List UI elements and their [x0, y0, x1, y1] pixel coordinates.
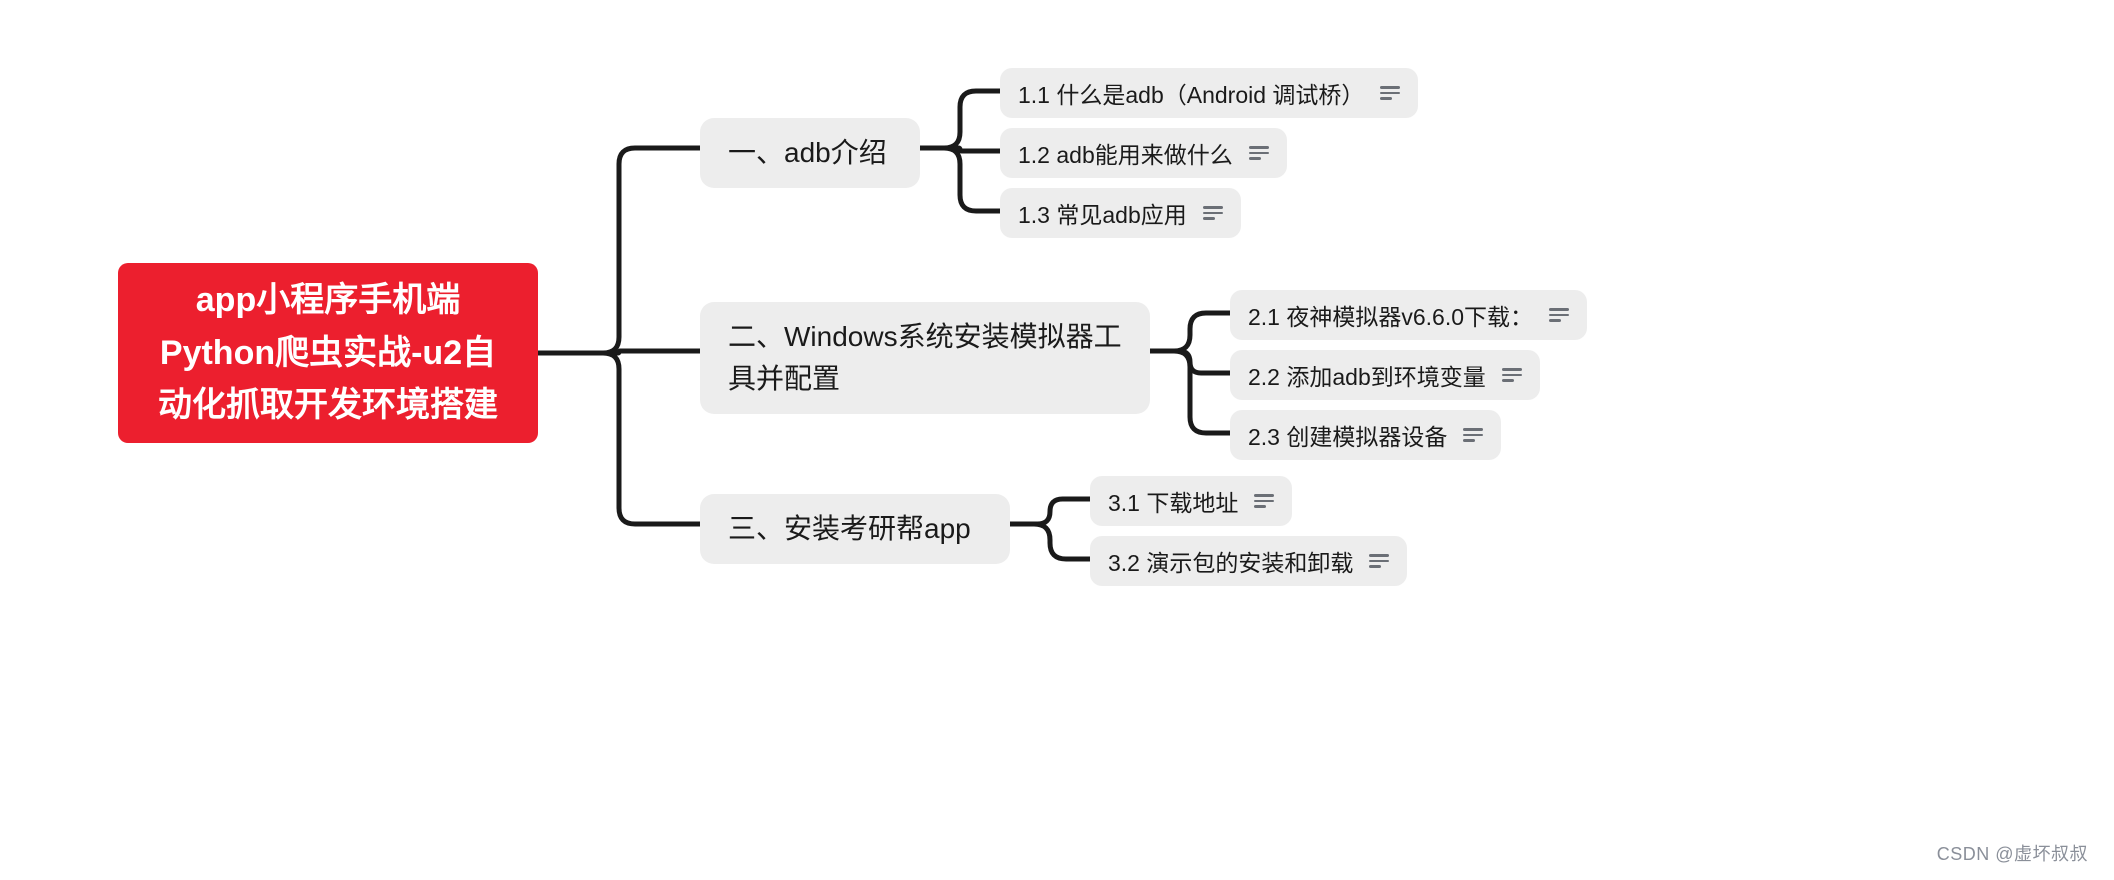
leaf-node[interactable]: 3.1 下载地址	[1090, 476, 1292, 526]
notes-icon	[1549, 308, 1569, 322]
branch-label: 二、Windows系统安装模拟器工 具并配置	[728, 316, 1122, 400]
mindmap-canvas: app小程序手机端 Python爬虫实战-u2自 动化抓取开发环境搭建 CSDN…	[0, 0, 2114, 880]
branch-node-b1[interactable]: 一、adb介绍	[700, 118, 920, 188]
leaf-node[interactable]: 2.3 创建模拟器设备	[1230, 410, 1501, 460]
leaf-node[interactable]: 2.1 夜神模拟器v6.6.0下载：	[1230, 290, 1587, 340]
notes-icon	[1203, 206, 1223, 220]
leaf-label: 3.2 演示包的安装和卸载	[1108, 544, 1353, 578]
leaf-node[interactable]: 1.1 什么是adb（Android 调试桥）	[1000, 68, 1418, 118]
leaf-label: 1.3 常见adb应用	[1018, 196, 1187, 230]
branch-node-b2[interactable]: 二、Windows系统安装模拟器工 具并配置	[700, 302, 1150, 414]
branch-label: 一、adb介绍	[728, 132, 887, 174]
watermark: CSDN @虚坏叔叔	[1937, 840, 2088, 866]
leaf-label: 2.2 添加adb到环境变量	[1248, 358, 1486, 392]
leaf-node[interactable]: 3.2 演示包的安装和卸载	[1090, 536, 1407, 586]
branch-node-b3[interactable]: 三、安装考研帮app	[700, 494, 1010, 564]
notes-icon	[1502, 368, 1522, 382]
leaf-label: 2.3 创建模拟器设备	[1248, 418, 1447, 452]
root-node[interactable]: app小程序手机端 Python爬虫实战-u2自 动化抓取开发环境搭建	[118, 263, 538, 443]
root-label: app小程序手机端 Python爬虫实战-u2自 动化抓取开发环境搭建	[158, 274, 498, 432]
leaf-label: 1.2 adb能用来做什么	[1018, 136, 1233, 170]
leaf-label: 3.1 下载地址	[1108, 484, 1238, 518]
leaf-node[interactable]: 1.3 常见adb应用	[1000, 188, 1241, 238]
leaf-label: 1.1 什么是adb（Android 调试桥）	[1018, 76, 1364, 110]
notes-icon	[1380, 86, 1400, 100]
leaf-label: 2.1 夜神模拟器v6.6.0下载：	[1248, 298, 1533, 332]
notes-icon	[1369, 554, 1389, 568]
leaf-node[interactable]: 1.2 adb能用来做什么	[1000, 128, 1287, 178]
notes-icon	[1463, 428, 1483, 442]
branch-label: 三、安装考研帮app	[728, 508, 971, 550]
leaf-node[interactable]: 2.2 添加adb到环境变量	[1230, 350, 1540, 400]
notes-icon	[1254, 494, 1274, 508]
notes-icon	[1249, 146, 1269, 160]
